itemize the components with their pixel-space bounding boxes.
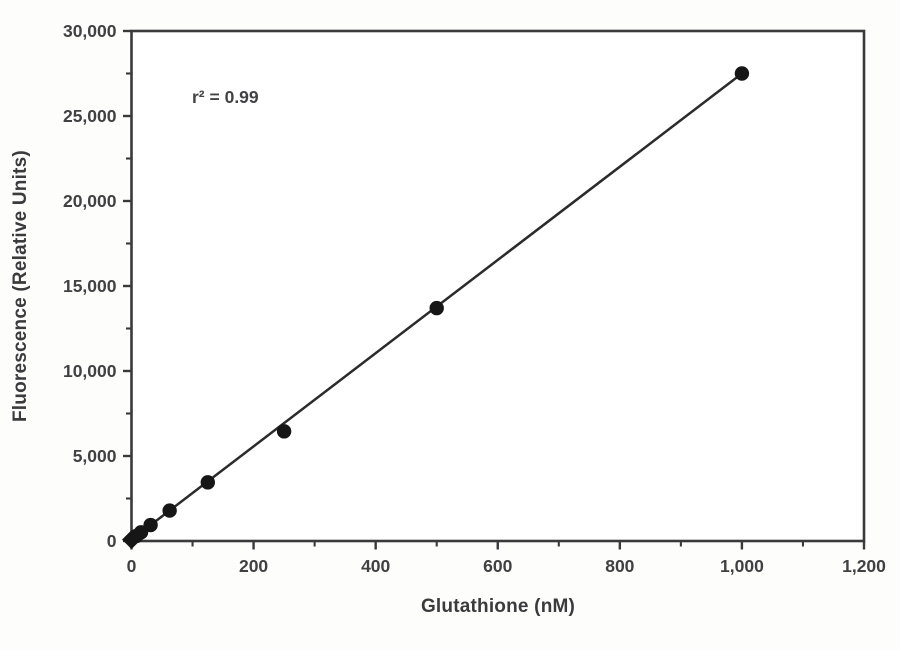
y-tick-label: 15,000	[63, 276, 117, 296]
x-tick-label: 400	[361, 556, 390, 576]
y-tick-label: 25,000	[63, 106, 117, 126]
x-tick-label: 1,000	[720, 556, 764, 576]
data-point	[276, 424, 292, 439]
x-tick-label: 600	[483, 556, 512, 576]
y-tick-label: 5,000	[73, 446, 117, 466]
r-squared-annotation: r² = 0.99	[192, 87, 259, 107]
data-point	[143, 517, 158, 533]
y-tick-label: 20,000	[63, 191, 117, 211]
y-tick-label: 30,000	[63, 21, 117, 41]
y-tick-label: 0	[107, 531, 117, 551]
data-point	[429, 300, 444, 316]
data-point	[200, 475, 216, 490]
y-axis-title: Fluorescence (Relative Units)	[10, 150, 31, 422]
x-tick-label: 800	[605, 556, 634, 576]
data-point	[734, 66, 750, 81]
y-tick-label: 10,000	[63, 361, 117, 381]
x-tick-label: 0	[127, 556, 137, 576]
x-tick-label: 200	[239, 556, 268, 576]
data-point	[162, 503, 177, 518]
plot-frame	[130, 29, 866, 543]
x-axis-title: Glutathione (nM)	[420, 596, 576, 617]
x-tick-label: 1,200	[842, 556, 886, 576]
